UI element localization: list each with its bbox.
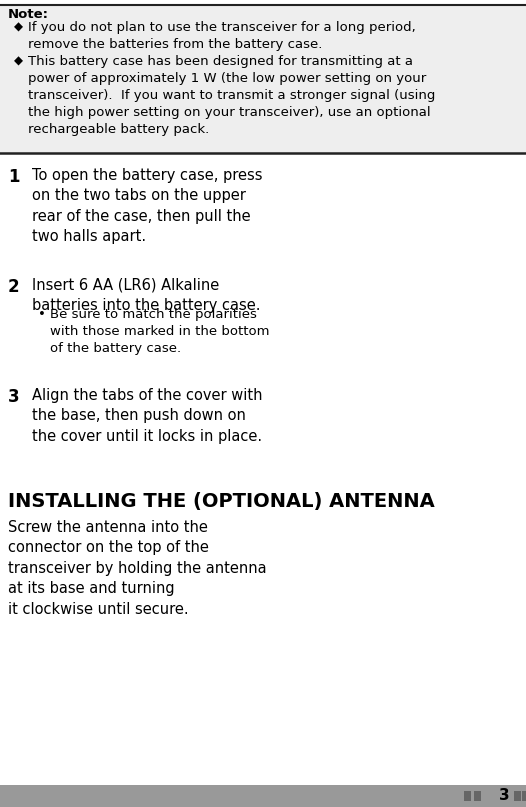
Text: 1: 1	[8, 168, 19, 186]
Bar	[262, 272, 514, 382]
Text: This battery case has been designed for transmitting at a
power of approximately: This battery case has been designed for …	[28, 55, 436, 136]
Text: •: •	[38, 308, 46, 321]
Text: ◆: ◆	[14, 21, 23, 34]
Text: 3: 3	[8, 388, 19, 406]
Text: 2: 2	[8, 278, 19, 296]
Text: If you do not plan to use the transceiver for a long period,
remove the batterie: If you do not plan to use the transceive…	[28, 21, 416, 51]
Bar	[0, 785, 526, 807]
Bar	[262, 515, 514, 745]
Text: INSTALLING THE (OPTIONAL) ANTENNA: INSTALLING THE (OPTIONAL) ANTENNA	[8, 492, 435, 511]
Bar	[262, 162, 514, 272]
Text: ◆: ◆	[14, 55, 23, 68]
Bar	[474, 791, 481, 801]
Text: Align the tabs of the cover with
the base, then push down on
the cover until it : Align the tabs of the cover with the bas…	[32, 388, 262, 444]
Bar	[0, 5, 526, 153]
Bar	[464, 791, 471, 801]
Text: 3: 3	[499, 788, 509, 804]
Text: Insert 6 AA (LR6) Alkaline
batteries into the battery case.: Insert 6 AA (LR6) Alkaline batteries int…	[32, 278, 260, 313]
Bar	[262, 378, 514, 478]
Bar	[514, 791, 521, 801]
Text: Screw the antenna into the
connector on the top of the
transceiver by holding th: Screw the antenna into the connector on …	[8, 520, 267, 617]
Bar	[522, 791, 526, 801]
Text: Note:: Note:	[8, 8, 49, 21]
Text: To open the battery case, press
on the two tabs on the upper
rear of the case, t: To open the battery case, press on the t…	[32, 168, 262, 245]
Text: Be sure to match the polarities
with those marked in the bottom
of the battery c: Be sure to match the polarities with tho…	[50, 308, 269, 355]
